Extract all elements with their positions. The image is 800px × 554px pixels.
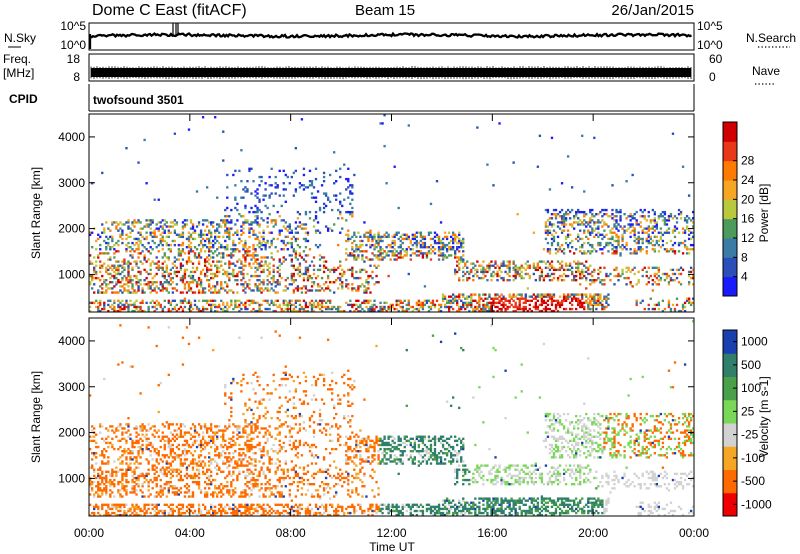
beam-title: Beam 15 bbox=[355, 2, 415, 19]
xtick-label: 20:00 bbox=[578, 526, 608, 540]
noise-tick-high-left: 10^5 bbox=[60, 19, 86, 33]
nsearch-label: N.Search bbox=[746, 31, 796, 45]
xaxis-label: Time UT bbox=[369, 540, 415, 554]
power-panel: 1000 2000 3000 4000 Slant Range [km] bbox=[29, 113, 695, 313]
ytick-label: 2000 bbox=[58, 222, 85, 236]
velocity-cbar-label: Velocity [m s-1] bbox=[757, 376, 771, 457]
colorbar-segment bbox=[723, 276, 737, 297]
ytick-label: 2000 bbox=[58, 426, 85, 440]
xtick-label: 00:00 bbox=[74, 526, 104, 540]
freq-tick-high: 18 bbox=[67, 52, 81, 66]
cpid-value: twofsound 3501 bbox=[93, 93, 184, 107]
freq-label: Freq. bbox=[3, 52, 31, 66]
colorbar-tick: 28 bbox=[741, 154, 755, 168]
nave-tick-high: 60 bbox=[709, 52, 723, 66]
nsky-label: N.Sky bbox=[4, 31, 36, 45]
colorbar-segment bbox=[723, 218, 737, 239]
colorbar-segment bbox=[723, 238, 737, 258]
colorbar-segment bbox=[723, 122, 737, 142]
colorbar-tick: -25 bbox=[741, 428, 759, 442]
velocity-colorbar: 1000 500 100 25 -25 -100 -500 -1000 Velocity [m… bbox=[722, 329, 772, 517]
colorbar-tick: 500 bbox=[741, 358, 761, 372]
colorbar-segment bbox=[723, 257, 737, 278]
velocity-ylabel: Slant Range [km] bbox=[29, 371, 43, 463]
colorbar-segment bbox=[723, 492, 737, 517]
noise-tick-low-left: 10^0 bbox=[60, 38, 86, 52]
ytick-label: 1000 bbox=[58, 267, 85, 281]
colorbar-segment bbox=[723, 376, 737, 401]
colorbar-segment bbox=[723, 199, 737, 220]
freq-strip: 18 8 60 0 Freq. [MHz] Nave bbox=[3, 52, 780, 85]
colorbar-tick: 24 bbox=[741, 173, 755, 187]
colorbar-segment bbox=[723, 160, 737, 181]
xtick-label: 16:00 bbox=[477, 526, 507, 540]
colorbar-segment bbox=[723, 180, 737, 200]
colorbar-tick: 1000 bbox=[741, 335, 768, 349]
power-ylabel: Slant Range [km] bbox=[29, 167, 43, 259]
xtick-label: 04:00 bbox=[175, 526, 205, 540]
nave-label: Nave bbox=[752, 64, 780, 78]
nave-tick-low: 0 bbox=[709, 70, 716, 84]
ytick-label: 3000 bbox=[58, 380, 85, 394]
colorbar-segment bbox=[723, 399, 737, 424]
xtick-label: 08:00 bbox=[276, 526, 306, 540]
freq-tick-low: 8 bbox=[73, 70, 80, 84]
noise-strip: 10^5 10^0 10^5 10^0 N.Sky N.Search bbox=[4, 19, 796, 52]
velocity-heatmap bbox=[89, 320, 695, 517]
xtick-label: 12:00 bbox=[376, 526, 406, 540]
ytick-label: 3000 bbox=[58, 176, 85, 190]
colorbar-segment bbox=[723, 446, 737, 470]
colorbar-tick: 16 bbox=[741, 212, 755, 226]
colorbar-segment bbox=[723, 423, 737, 447]
station-title: Dome C East (fitACF) bbox=[92, 2, 247, 19]
cpid-label: CPID bbox=[9, 92, 38, 106]
colorbar-tick: 20 bbox=[741, 192, 755, 206]
noise-tick-low-right: 10^0 bbox=[697, 38, 723, 52]
cpid-strip: CPID twofsound 3501 bbox=[9, 84, 695, 112]
ytick-label: 4000 bbox=[58, 130, 85, 144]
colorbar-tick: 25 bbox=[741, 404, 755, 418]
ytick-label: 1000 bbox=[58, 471, 85, 485]
colorbar-tick: 8 bbox=[741, 250, 748, 264]
noise-tick-high-right: 10^5 bbox=[697, 19, 723, 33]
xtick-label: 00:00 bbox=[679, 526, 709, 540]
colorbar-segment bbox=[723, 469, 737, 494]
power-cbar-label: Power [dB] bbox=[757, 184, 771, 243]
colorbar-tick: 4 bbox=[741, 270, 748, 284]
power-heatmap bbox=[89, 114, 695, 313]
date-title: 26/Jan/2015 bbox=[611, 2, 694, 19]
colorbar-tick: -1000 bbox=[741, 497, 772, 511]
colorbar-segment bbox=[723, 330, 737, 354]
velocity-panel: 1000 2000 3000 4000 Slant Range [km] bbox=[29, 317, 695, 517]
colorbar-tick: 100 bbox=[741, 381, 761, 395]
colorbar-segment bbox=[723, 353, 737, 377]
colorbar-tick: -100 bbox=[741, 451, 765, 465]
freq-unit-label: [MHz] bbox=[3, 66, 34, 80]
colorbar-segment bbox=[723, 141, 737, 162]
power-colorbar: 4 8 12 16 20 24 28 Power [dB] bbox=[722, 121, 771, 297]
colorbar-tick: 12 bbox=[741, 231, 755, 245]
ytick-label: 4000 bbox=[58, 334, 85, 348]
colorbar-tick: -500 bbox=[741, 474, 765, 488]
